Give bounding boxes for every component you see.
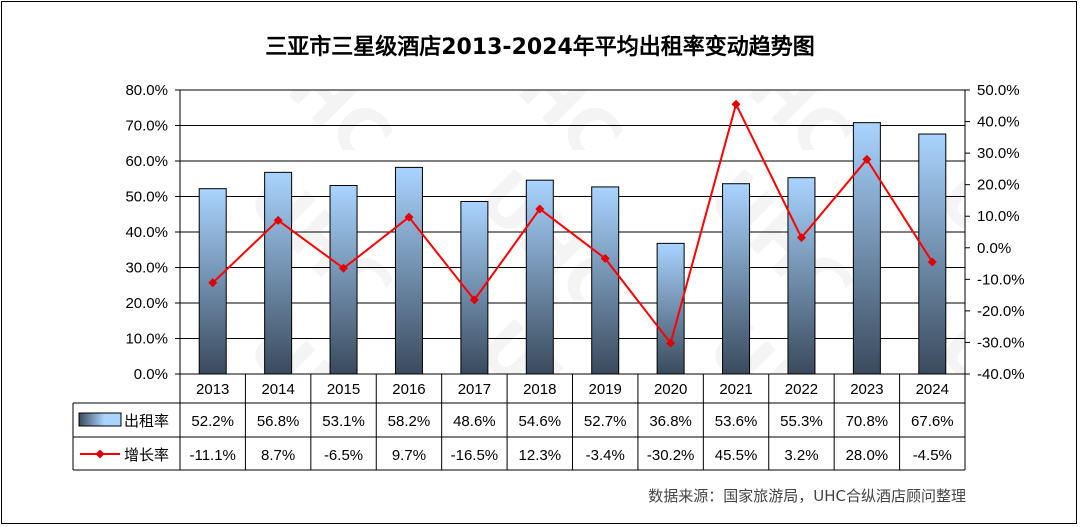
bar-2021 (722, 183, 751, 375)
occupancy-value: 70.8% (846, 413, 889, 430)
left-tick-label: 30.0% (125, 260, 168, 277)
growth-marker-2022 (796, 233, 806, 243)
growth-value: -6.5% (324, 447, 363, 464)
legend-label-occupancy: 出租率 (124, 412, 169, 430)
occupancy-value: 48.6% (453, 413, 496, 430)
growth-marker-2019 (600, 254, 610, 264)
growth-marker-2023 (862, 154, 872, 164)
growth-value: 9.7% (392, 447, 426, 464)
left-tick-label: 60.0% (125, 153, 168, 170)
growth-value: -3.4% (586, 447, 625, 464)
occupancy-value: 54.6% (519, 413, 562, 430)
growth-value: 45.5% (715, 447, 758, 464)
category-label: 2014 (261, 381, 294, 398)
category-label: 2019 (589, 381, 622, 398)
occupancy-value: 52.2% (191, 413, 234, 430)
category-label: 2015 (327, 381, 360, 398)
left-tick-label: 0.0% (134, 366, 168, 383)
occupancy-value: 55.3% (780, 413, 823, 430)
legend-marker-swatch (95, 449, 105, 459)
chart-title: 三亚市三星级酒店2013-2024年平均出租率变动趋势图 (265, 34, 815, 60)
growth-marker-2016 (404, 212, 414, 222)
category-label: 2018 (523, 381, 556, 398)
growth-value: 12.3% (519, 447, 562, 464)
left-tick-label: 40.0% (125, 224, 168, 241)
left-tick-label: 70.0% (125, 118, 168, 135)
growth-marker-2020 (666, 338, 676, 348)
right-tick-label: -10.0% (977, 271, 1025, 288)
occupancy-value: 36.8% (649, 413, 692, 430)
growth-value: -16.5% (451, 447, 499, 464)
right-tick-label: 10.0% (977, 208, 1020, 225)
category-label: 2024 (916, 381, 949, 398)
source-note: 数据来源：国家旅游局，UHC合纵酒店顾问整理 (648, 487, 966, 505)
growth-value: -11.1% (189, 447, 235, 464)
right-tick-label: 30.0% (977, 145, 1020, 162)
growth-value: 8.7% (261, 447, 295, 464)
bar-2015 (329, 184, 358, 375)
right-tick-label: -20.0% (977, 303, 1025, 320)
right-tick-label: 0.0% (977, 240, 1011, 257)
right-tick-label: -30.0% (977, 334, 1025, 351)
category-label: 2021 (719, 381, 752, 398)
occupancy-value: 53.6% (715, 413, 758, 430)
growth-marker-2021 (731, 99, 741, 109)
left-tick-label: 80.0% (125, 82, 168, 99)
right-tick-label: 40.0% (977, 114, 1020, 131)
bar-2019 (591, 186, 620, 375)
growth-value: -4.5% (913, 447, 952, 464)
bar-2022 (787, 177, 816, 375)
bar-2023 (852, 122, 881, 375)
bar-series (198, 122, 947, 375)
growth-marker-2014 (273, 215, 283, 225)
growth-marker-2015 (339, 263, 349, 273)
growth-marker-2024 (927, 257, 937, 267)
growth-line (212, 101, 934, 346)
bar-2024 (918, 133, 947, 375)
growth-marker-2018 (535, 204, 545, 214)
left-tick-label: 20.0% (125, 295, 168, 312)
growth-value: 28.0% (846, 447, 889, 464)
left-tick-label: 10.0% (125, 331, 168, 348)
data-table: 2013 52.2% -11.1% 2014 56.8% 8.7% 2015 53.1% -6.… (72, 373, 966, 471)
growth-value: -30.2% (647, 447, 695, 464)
legend-label-growth: 增长率 (124, 446, 169, 464)
growth-marker-2013 (208, 278, 218, 288)
category-label: 2023 (850, 381, 883, 398)
occupancy-value: 53.1% (322, 413, 365, 430)
occupancy-value: 56.8% (257, 413, 300, 430)
bar-2016 (394, 166, 423, 375)
category-label: 2013 (196, 381, 229, 398)
growth-marker-2017 (469, 295, 479, 305)
occupancy-value: 67.6% (911, 413, 954, 430)
bar-2014 (264, 171, 293, 375)
growth-value: 3.2% (784, 447, 818, 464)
right-tick-label: -40.0% (977, 366, 1025, 383)
right-tick-label: 50.0% (977, 82, 1020, 99)
occupancy-value: 58.2% (388, 413, 431, 430)
left-tick-label: 50.0% (125, 189, 168, 206)
grid-lines (180, 89, 965, 375)
category-label: 2022 (785, 381, 818, 398)
right-tick-label: 20.0% (977, 177, 1020, 194)
line-series (208, 99, 937, 348)
occupancy-value: 52.7% (584, 413, 627, 430)
category-label: 2016 (392, 381, 425, 398)
category-label: 2020 (654, 381, 687, 398)
category-label: 2017 (458, 381, 491, 398)
legend-bar-swatch (78, 412, 122, 427)
tick-labels: 0.0% 10.0% 20.0% 30.0% 40.0% 50.0% 60.0% 70.0% 8… (125, 82, 1024, 383)
